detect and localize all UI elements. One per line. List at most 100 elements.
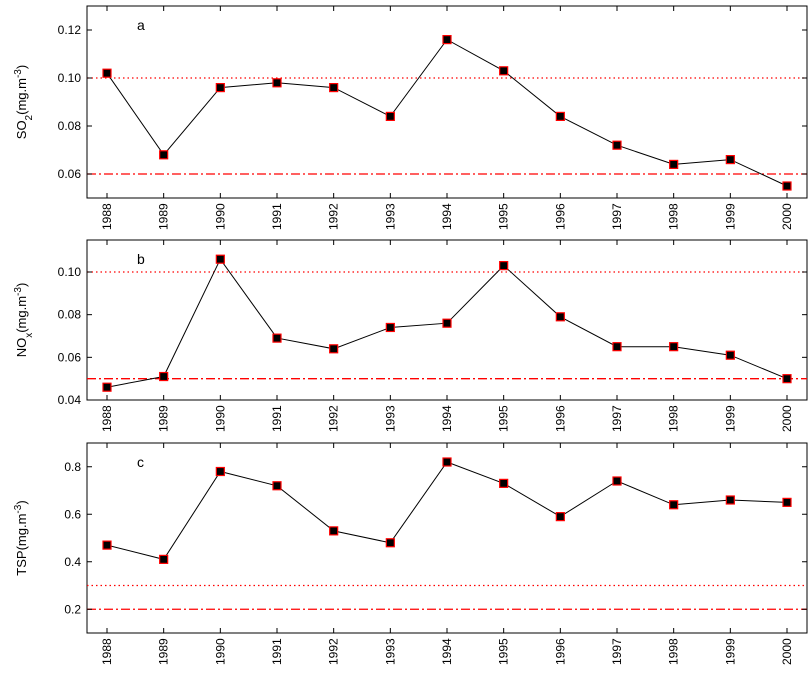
panel-letter: a	[137, 17, 145, 33]
x-tick-label: 1989	[157, 203, 171, 230]
x-tick-label: 2000	[780, 638, 794, 665]
x-tick-label: 1996	[553, 203, 567, 230]
y-tick-label: 0.12	[58, 23, 82, 37]
data-point-1992	[329, 526, 339, 536]
y-axis-label: SO2(mg.m-3)	[13, 65, 35, 139]
x-tick-label: 1993	[383, 405, 397, 432]
x-tick-label: 1998	[667, 405, 681, 432]
panel-b: 0.04 0.06 0.08 0.10 1988 1989 1990 1991 1992 1993…	[13, 239, 808, 432]
y-tick-label: 0.6	[64, 507, 81, 521]
x-tick-label: 1991	[270, 203, 284, 230]
y-tick-label: 0.08	[58, 308, 82, 322]
data-point-1993	[385, 538, 395, 548]
data-point-1999	[725, 495, 735, 505]
x-tick-label: 1994	[440, 203, 454, 230]
x-tick-label: 1992	[327, 405, 341, 432]
x-tick-label: 1990	[213, 638, 227, 665]
x-tick-label: 1993	[383, 638, 397, 665]
data-point-1994	[442, 318, 452, 328]
data-point-1996	[555, 111, 565, 122]
data-point-1997	[612, 140, 622, 150]
data-point-1990	[215, 254, 225, 264]
data-point-1999	[725, 350, 735, 360]
x-tick-label: 1996	[553, 405, 567, 432]
data-point-1989	[159, 150, 169, 160]
data-point-1988	[102, 382, 112, 392]
data-point-1998	[669, 500, 679, 510]
x-tick-label: 1997	[610, 405, 624, 432]
x-tick-label: 1988	[100, 638, 114, 665]
data-point-1999	[725, 155, 735, 165]
x-tick-label: 1991	[270, 405, 284, 432]
x-tick-label: 1999	[723, 638, 737, 665]
x-tick-label: 2000	[780, 405, 794, 432]
x-tick-label: 1998	[667, 203, 681, 230]
x-tick-label: 1995	[497, 203, 511, 230]
x-tick-label: 1994	[440, 638, 454, 665]
data-point-1988	[102, 540, 112, 550]
data-point-1991	[272, 481, 282, 491]
x-tick-label: 1999	[723, 405, 737, 432]
y-tick-label: 0.4	[64, 555, 81, 569]
data-point-1992	[329, 82, 339, 93]
y-tick-label: 0.10	[58, 265, 82, 279]
x-tick-label: 1994	[440, 405, 454, 432]
data-point-1993	[385, 322, 395, 333]
x-tick-label: 1991	[270, 638, 284, 665]
x-tick-label: 1992	[327, 638, 341, 665]
x-tick-label: 1988	[100, 405, 114, 432]
data-point-1991	[272, 78, 282, 88]
data-point-1989	[159, 371, 169, 382]
data-point-1991	[272, 333, 282, 343]
data-point-1990	[215, 466, 225, 477]
y-tick-label: 0.04	[58, 393, 82, 407]
x-tick-label: 1995	[497, 405, 511, 432]
plot-frame	[86, 5, 808, 199]
data-point-1994	[442, 34, 452, 45]
x-tick-label: 1998	[667, 638, 681, 665]
data-point-1996	[555, 512, 565, 522]
data-point-1990	[215, 82, 225, 93]
data-point-1998	[669, 159, 679, 169]
data-point-1995	[499, 66, 509, 76]
x-tick-label: 1990	[213, 203, 227, 230]
x-tick-label: 2000	[780, 203, 794, 230]
data-point-1995	[499, 478, 509, 488]
y-tick-label: 0.08	[58, 119, 82, 133]
panel-a: 0.06 0.08 0.10 0.12 1988 1989 1990 1991 1992 1993…	[13, 5, 808, 230]
data-point-1989	[159, 554, 169, 564]
y-tick-label: 0.8	[64, 460, 81, 474]
y-axis-label: TSP(mg.m-3)	[13, 500, 30, 575]
panel-c: 0.2 0.4 0.6 0.8 1988 1989 1990 1991 1992 1993 1994…	[13, 442, 808, 665]
x-tick-label: 1989	[157, 638, 171, 665]
x-tick-label: 1999	[723, 203, 737, 230]
data-point-1988	[102, 68, 112, 78]
y-tick-label: 0.2	[64, 602, 81, 616]
panel-letter: b	[137, 251, 145, 267]
x-tick-label: 1997	[610, 203, 624, 230]
panel-letter: c	[137, 454, 144, 470]
x-tick-label: 1993	[383, 203, 397, 230]
x-tick-label: 1992	[327, 203, 341, 230]
y-tick-label: 0.06	[58, 167, 82, 181]
data-point-1997	[612, 342, 622, 352]
y-axis-label: NOx(mg.m-3)	[13, 283, 35, 358]
y-tick-label: 0.10	[58, 71, 82, 85]
x-tick-label: 1989	[157, 405, 171, 432]
data-point-1997	[612, 476, 622, 486]
data-point-1998	[669, 342, 679, 352]
data-point-2000	[782, 497, 792, 507]
x-tick-label: 1990	[213, 405, 227, 432]
data-point-1993	[385, 111, 395, 122]
series-line	[106, 461, 788, 560]
x-tick-label: 1988	[100, 203, 114, 230]
data-point-1995	[499, 261, 509, 271]
x-tick-label: 1997	[610, 638, 624, 665]
data-point-1996	[555, 312, 565, 322]
data-point-1994	[442, 457, 452, 467]
x-tick-label: 1995	[497, 638, 511, 665]
data-point-2000	[782, 181, 792, 191]
y-tick-label: 0.06	[58, 350, 82, 364]
series-line	[106, 38, 788, 187]
